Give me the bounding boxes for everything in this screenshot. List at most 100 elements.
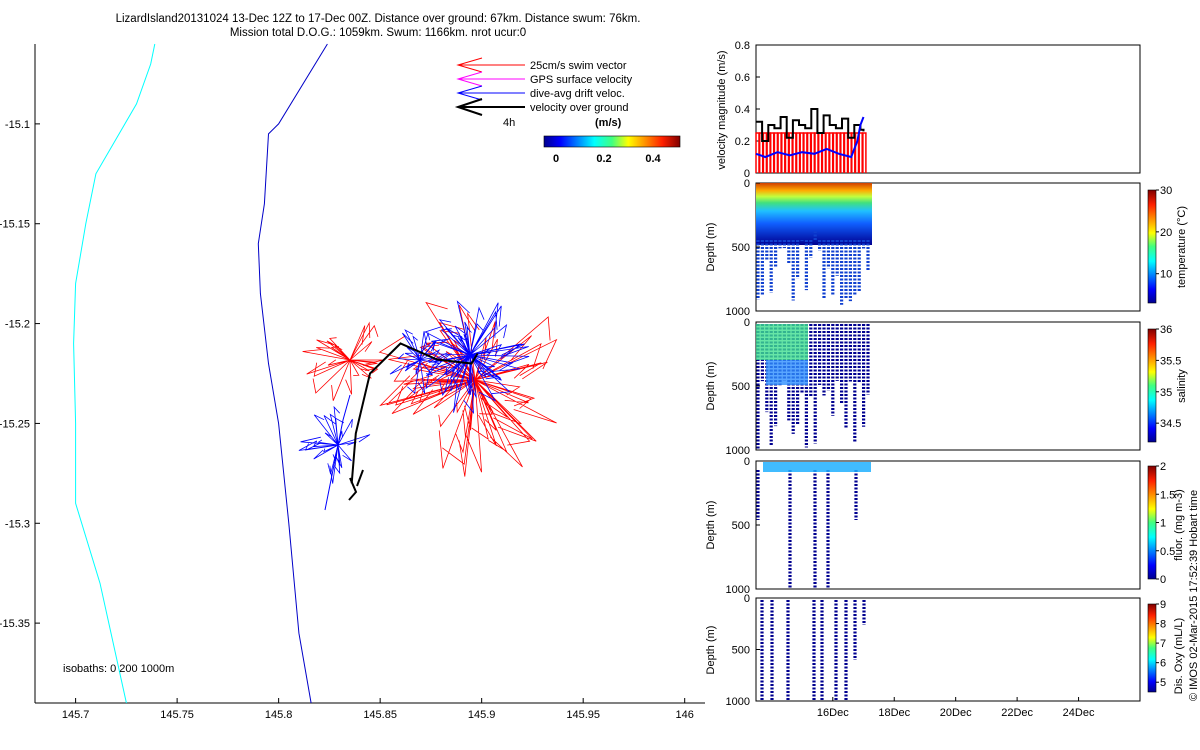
- time-tick-label: 18Dec: [878, 707, 910, 719]
- depth-tick-label: 500: [732, 381, 750, 393]
- depth-tick-label: 500: [732, 520, 750, 532]
- legend-label-drift: dive-avg drift veloc.: [530, 88, 625, 100]
- swim-speed-bar: [828, 132, 834, 173]
- cb-tick-label: 34.5: [1160, 418, 1181, 430]
- map-y-tick-label: -15.15: [0, 219, 30, 231]
- temperature-ylabel: Depth (m): [705, 223, 717, 272]
- velocity-panel: 0 0.2 0.4 0.6 0.8 velocity magnitude (m/s): [716, 40, 1141, 180]
- vel-y-tick-label: 0.8: [735, 40, 750, 52]
- map-x-tick-label: 145.85: [363, 709, 397, 721]
- legend-label-swim: 25cm/s swim vector: [530, 60, 627, 72]
- map-legend: 25cm/s swim vector GPS surface velocity …: [454, 57, 681, 165]
- cb-tick-label: 1.5: [1160, 489, 1175, 501]
- map-x-tick-label: 145.75: [160, 709, 194, 721]
- legend-gps-surface: GPS surface velocity: [456, 71, 633, 87]
- header-line-1: LizardIsland20131024 13-Dec 12Z to 17-De…: [116, 13, 641, 25]
- cb-tick-label: 30: [1160, 185, 1172, 197]
- swim-speed-bar: [858, 132, 863, 173]
- swim-speed-bar: [825, 132, 830, 173]
- imos-stamp: © IMOS 02-Mar-2015 17:52:39 Hobart time: [1188, 490, 1200, 701]
- swim-speed-bar: [840, 132, 845, 173]
- swim-vectors-main: [378, 301, 558, 477]
- scale-label: 4h: [503, 117, 515, 129]
- depth-tick-label: 500: [732, 645, 750, 657]
- isobath-1000m-line: [257, 43, 328, 704]
- vel-y-tick-label: 0: [744, 168, 750, 180]
- swim-vectors-west: [302, 321, 384, 401]
- oxygen-panel: 0 500 1000 Depth (m) 5 6 7 8 9 Dis. Oxy (mL/L)…: [705, 593, 1185, 719]
- sal-mid-patch: [766, 360, 808, 385]
- velocity-ylabel: velocity magnitude (m/s): [716, 50, 728, 169]
- drift-velocity-cluster: [298, 300, 530, 511]
- legend-swim-vector: 25cm/s swim vector: [456, 57, 627, 73]
- fluorescence-panel: 0 500 1000 Depth (m) 0 0.5 1 1.5 2 fluor. (mg …: [705, 456, 1185, 596]
- map-panel: 145.7 145.75 145.8 145.85 145.9 145.95 146 -15.…: [0, 43, 705, 721]
- oxygen-cblabel: Dis. Oxy (mL/L): [1173, 618, 1185, 694]
- depth-tick-label: 0: [744, 456, 750, 468]
- map-y-tick-label: -15.3: [5, 518, 30, 530]
- fluor-y-ticks: 0 500 1000: [726, 456, 760, 596]
- depth-tick-label: 0: [744, 317, 750, 329]
- oxygen-ylabel: Depth (m): [705, 626, 717, 675]
- time-tick-label: 20Dec: [940, 707, 972, 719]
- isobath-label: isobaths: 0 200 1000m: [63, 663, 174, 675]
- swim-speed-bar: [821, 132, 827, 173]
- sal-high-patch: [756, 324, 808, 360]
- cb-tick-label: 36: [1160, 324, 1172, 336]
- salinity-profile-dots: [756, 324, 870, 450]
- swim-speed-bar: [843, 132, 849, 173]
- fluor-colorbar: [1147, 465, 1157, 580]
- cb-tick-label: 35: [1160, 387, 1172, 399]
- temperature-cblabel: temperature (°C): [1176, 206, 1188, 288]
- cb-tick-label: 6: [1160, 658, 1166, 670]
- salinity-panel: 0 500 1000 Depth (m) 34.5 35 35.5 36 salinity: [705, 317, 1188, 457]
- oxygen-colorbar-ticks: 5 6 7 8 9: [1156, 599, 1166, 689]
- map-x-tick-label: 146: [676, 709, 694, 721]
- temperature-profile-dots: [756, 183, 872, 305]
- map-y-tick-label: -15.35: [0, 618, 30, 630]
- cb-tick-label: 2: [1160, 461, 1166, 473]
- cb-tick-label: 1: [1160, 518, 1166, 530]
- legend-vog: velocity over ground: [454, 98, 628, 116]
- cb-tick-label: 10: [1160, 269, 1172, 281]
- legend-label-vog: velocity over ground: [530, 102, 628, 114]
- time-tick-label: 24Dec: [1063, 707, 1095, 719]
- depth-tick-label: 1000: [726, 306, 750, 318]
- swim-speed-bar: [788, 132, 793, 173]
- map-x-tick-label: 145.7: [62, 709, 90, 721]
- swim-speed-bar: [762, 132, 768, 173]
- depth-tick-label: 1000: [726, 445, 750, 457]
- map-ticks: 145.7 145.75 145.8 145.85 145.9 145.95 146 -15.…: [0, 119, 694, 721]
- header-line-2: Mission total D.O.G.: 1059km. Swum: 1166…: [230, 27, 526, 39]
- flu-surface-layer: [763, 462, 871, 472]
- depth-tick-label: 1000: [726, 584, 750, 596]
- vog-arrowhead: [348, 477, 358, 501]
- salinity-colorbar: [1147, 328, 1157, 443]
- fluor-profile-dots: [756, 462, 871, 588]
- swim-speed-bar: [847, 132, 852, 173]
- time-tick-label: 16Dec: [817, 707, 849, 719]
- time-x-ticks: 16Dec 18Dec 20Dec 22Dec 24Dec: [817, 697, 1095, 719]
- speed-colorbar: [543, 135, 681, 148]
- time-tick-label: 22Dec: [1001, 707, 1033, 719]
- legend-label-gps: GPS surface velocity: [530, 74, 633, 86]
- vog-arrowhead-2: [356, 469, 364, 487]
- salinity-colorbar-ticks: 34.5 35 35.5 36: [1156, 324, 1181, 430]
- fluor-cblabel: fluor. (mg m-3): [1173, 489, 1185, 561]
- colorbar-tick-0: 0: [553, 153, 559, 165]
- temperature-y-ticks: 0 500 1000: [726, 178, 760, 318]
- temperature-colorbar-ticks: 10 20 30: [1156, 185, 1172, 281]
- map-y-tick-label: -15.1: [5, 119, 30, 131]
- cb-tick-label: 35.5: [1160, 355, 1181, 367]
- swim-speed-bar: [784, 132, 790, 173]
- legend-dive-drift: dive-avg drift veloc.: [456, 85, 625, 101]
- vel-y-tick-label: 0.6: [735, 72, 750, 84]
- isobath-200m-line: [73, 43, 156, 704]
- colorbar-tick-1: 0.2: [596, 153, 611, 165]
- map-x-tick-label: 145.9: [468, 709, 496, 721]
- cb-tick-label: 8: [1160, 619, 1166, 631]
- vel-y-tick-label: 0.4: [735, 104, 750, 116]
- salinity-y-ticks: 0 500 1000: [726, 317, 760, 457]
- cb-tick-label: 7: [1160, 638, 1166, 650]
